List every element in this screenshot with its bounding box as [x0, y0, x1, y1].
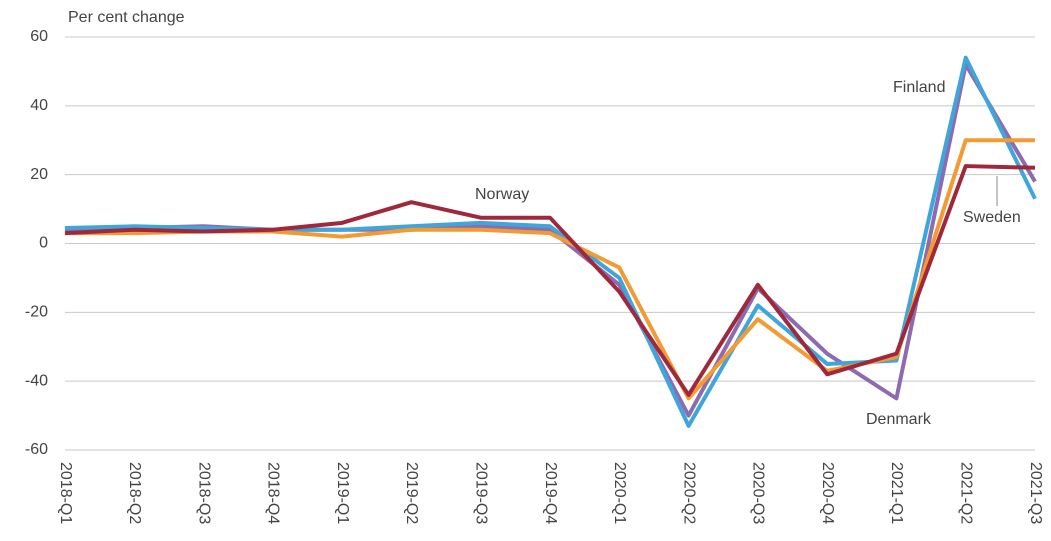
y-tick-label: 40: [30, 97, 48, 114]
series-line: [65, 138, 1035, 401]
x-tick-label: 2018-Q1: [57, 462, 74, 524]
x-tick-label: 2020-Q1: [611, 462, 628, 524]
series-label: Sweden: [963, 209, 1021, 226]
x-tick-label: 2018-Q2: [126, 462, 143, 524]
series-line: [64, 164, 1036, 397]
series-label: Denmark: [866, 411, 932, 428]
x-tick-label: 2021-Q1: [888, 462, 905, 524]
y-tick-label: -60: [25, 441, 48, 458]
x-tick-label: 2018-Q4: [265, 462, 282, 524]
y-tick-label: 0: [39, 235, 48, 252]
series-label: Norway: [475, 186, 529, 203]
x-tick-label: 2019-Q1: [334, 462, 351, 524]
y-tick-label: -20: [25, 304, 48, 321]
x-tick-label: 2019-Q2: [403, 462, 420, 524]
series-line: [64, 62, 1037, 418]
x-tick-label: 2020-Q3: [750, 462, 767, 524]
y-tick-label: -40: [25, 372, 48, 389]
y-axis-label: Per cent change: [68, 9, 185, 26]
y-tick-label: 60: [30, 28, 48, 45]
x-tick-label: 2019-Q3: [472, 462, 489, 524]
x-tick-label: 2021-Q2: [957, 462, 974, 524]
y-tick-label: 20: [30, 166, 48, 183]
x-tick-label: 2020-Q4: [819, 462, 836, 524]
x-tick-label: 2020-Q2: [680, 462, 697, 524]
x-tick-label: 2019-Q4: [542, 462, 559, 524]
x-tick-label: 2021-Q3: [1027, 462, 1044, 524]
series-label: Finland: [893, 79, 945, 96]
series-line: [64, 55, 1037, 428]
x-tick-label: 2018-Q3: [195, 462, 212, 524]
